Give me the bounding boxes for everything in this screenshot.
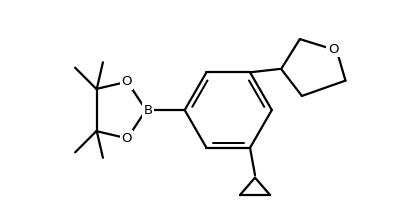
- Text: O: O: [121, 132, 132, 145]
- Text: O: O: [328, 43, 338, 56]
- Text: B: B: [144, 104, 153, 117]
- Text: O: O: [121, 75, 132, 88]
